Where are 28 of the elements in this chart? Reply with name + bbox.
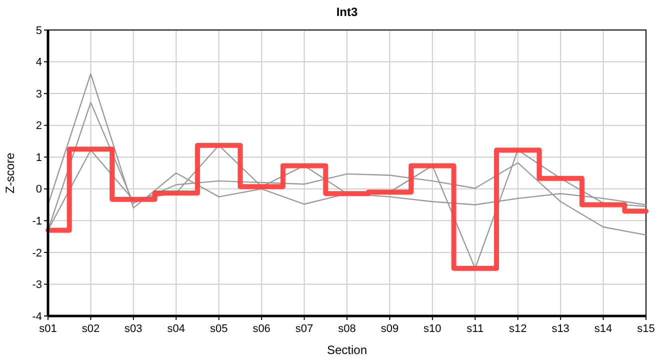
x-tick-label: s01	[39, 323, 57, 335]
x-tick-label: s05	[210, 323, 228, 335]
x-tick-label: s09	[380, 323, 399, 335]
x-tick-label: s12	[508, 323, 527, 335]
y-tick-label: -1	[32, 216, 42, 228]
y-tick-label: -2	[32, 247, 42, 260]
x-tick-label: s10	[424, 323, 442, 335]
y-axis-title: Z-score	[3, 152, 17, 194]
x-tick-label: s04	[167, 323, 186, 335]
x-axis-title: Section	[326, 343, 368, 357]
x-tick-label: s03	[124, 323, 142, 335]
y-tick-label: 2	[36, 120, 42, 132]
y-tick-label: -4	[32, 310, 42, 323]
y-tick-label: 1	[36, 152, 42, 164]
x-tick-label: s07	[295, 323, 314, 335]
x-tick-label: s13	[552, 323, 570, 335]
chart-title: Int3	[336, 5, 358, 19]
x-tick-label: s14	[594, 323, 612, 335]
y-tick-label: 4	[36, 56, 42, 69]
y-tick-label: 0	[36, 184, 42, 196]
x-tick-label: s11	[466, 323, 484, 335]
y-tick-label: 3	[36, 88, 42, 100]
x-tick-label: s06	[252, 323, 270, 335]
y-tick-label: -3	[32, 279, 42, 292]
x-tick-label: s15	[637, 323, 655, 335]
y-tick-label: 5	[36, 24, 42, 37]
x-tick-label: s02	[82, 323, 100, 335]
x-tick-label: s08	[338, 323, 356, 335]
